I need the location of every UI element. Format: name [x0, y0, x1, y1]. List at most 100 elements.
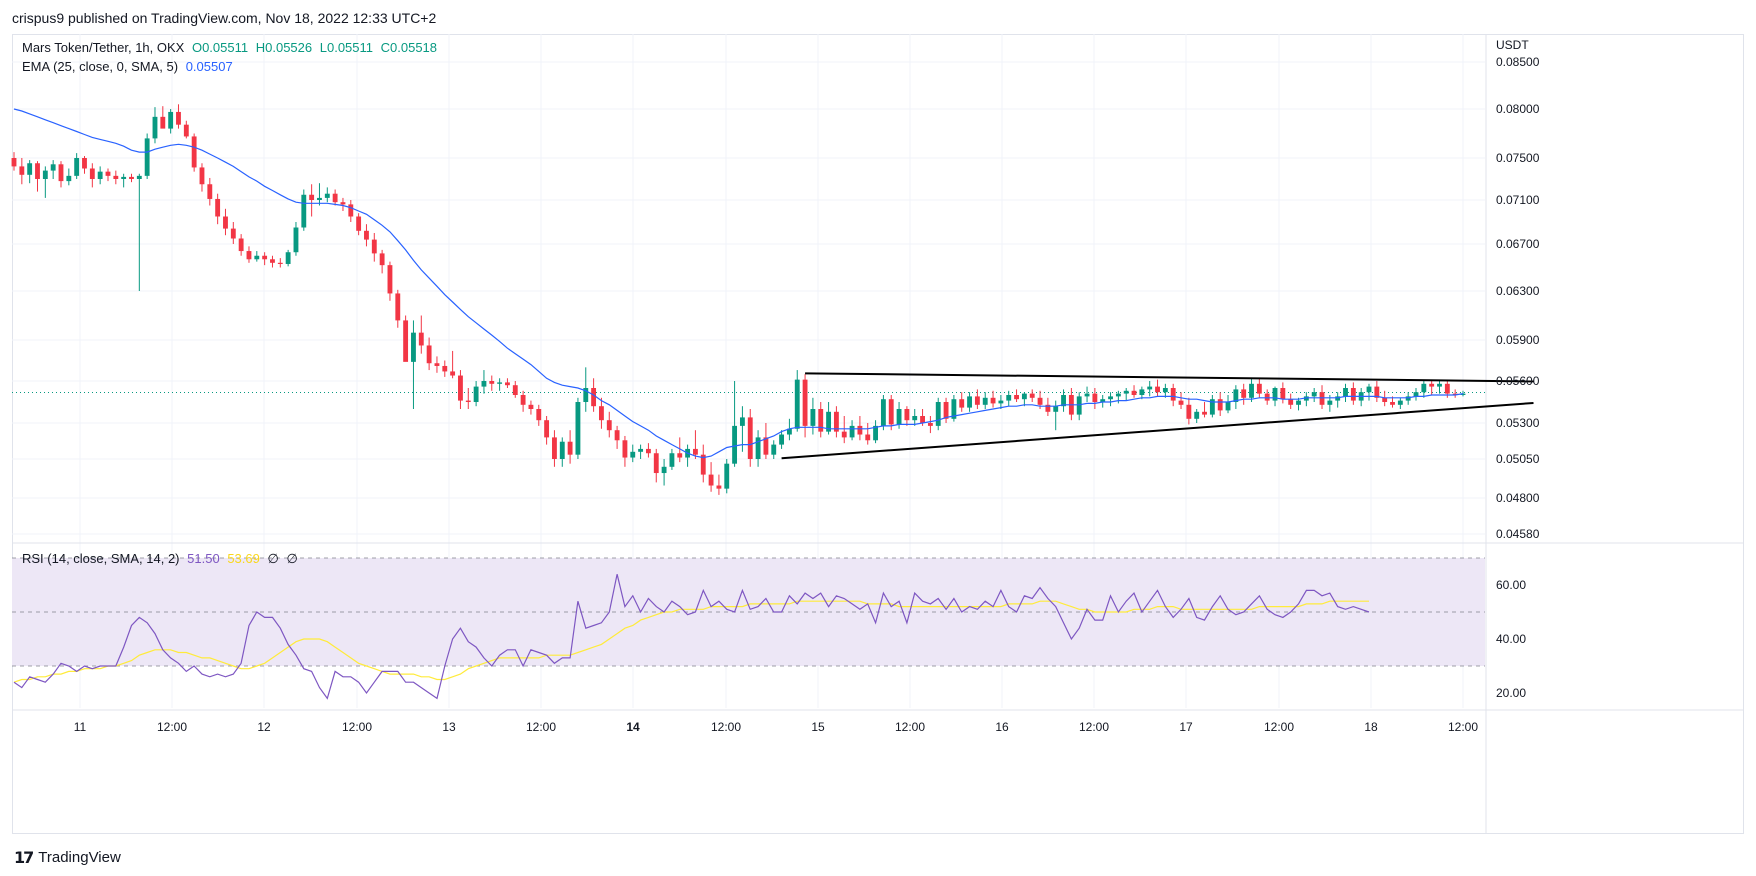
- candle: [771, 440, 777, 459]
- candle: [340, 197, 346, 211]
- candle-body: [943, 402, 949, 419]
- candle: [270, 255, 275, 268]
- candle-body: [1092, 393, 1098, 402]
- candle-body: [160, 116, 166, 129]
- candle: [1429, 379, 1435, 395]
- candle: [559, 437, 565, 467]
- candle-body: [810, 409, 816, 426]
- main-legend: Mars Token/Tether, 1h, OKX O0.05511 H0.0…: [22, 40, 441, 55]
- candle: [638, 444, 644, 459]
- candle: [583, 367, 589, 412]
- candles: [11, 104, 1466, 495]
- candle-body: [1256, 383, 1262, 394]
- candle-body: [786, 428, 792, 435]
- price-tick-label: 0.04580: [1496, 527, 1540, 541]
- candle-body: [1147, 386, 1153, 390]
- time-tick-label: 12:00: [1079, 720, 1109, 734]
- candle: [951, 395, 957, 422]
- candle-body: [536, 409, 542, 421]
- candle: [1264, 389, 1270, 405]
- candle: [332, 189, 338, 206]
- candle-body: [1303, 396, 1309, 401]
- candle-body: [489, 381, 495, 384]
- candle: [685, 444, 691, 467]
- candle: [1225, 395, 1231, 414]
- candle-body: [935, 402, 941, 426]
- candle: [379, 249, 385, 274]
- candle: [724, 459, 730, 494]
- candle-body: [1131, 390, 1137, 395]
- candle: [1029, 389, 1035, 402]
- candle-body: [1100, 399, 1106, 402]
- candle-body: [1178, 400, 1184, 405]
- candle: [371, 233, 377, 262]
- rsi-tick-label: 60.00: [1496, 578, 1526, 592]
- candle-body: [199, 167, 205, 185]
- candle-body: [528, 404, 534, 409]
- candle: [42, 166, 48, 198]
- candle-body: [599, 406, 604, 421]
- candle-body: [465, 400, 471, 402]
- candle: [1319, 385, 1325, 409]
- candle: [152, 107, 158, 144]
- candle-body: [1021, 393, 1027, 400]
- candle: [1131, 385, 1137, 398]
- candle-body: [512, 385, 518, 395]
- candle-body: [841, 431, 847, 438]
- candle-body: [1343, 388, 1348, 397]
- candle-body: [450, 371, 456, 376]
- candle-body: [1241, 389, 1247, 398]
- candle: [669, 448, 675, 470]
- candle-body: [818, 409, 824, 432]
- candle: [403, 315, 409, 362]
- candle-body: [967, 396, 972, 408]
- candle: [317, 183, 322, 206]
- candle-body: [638, 448, 644, 452]
- candle: [1068, 388, 1074, 421]
- chart-frame[interactable]: [12, 34, 1744, 834]
- candle-body: [426, 345, 432, 364]
- candle-body: [434, 363, 440, 366]
- candle: [1021, 392, 1027, 407]
- candle: [552, 430, 557, 467]
- candle: [1100, 395, 1106, 408]
- footer-brand[interactable]: 17 TradingView: [14, 848, 121, 867]
- candle: [1421, 381, 1427, 398]
- candle: [732, 381, 738, 467]
- candle: [285, 249, 291, 267]
- candle: [418, 315, 424, 354]
- candle-body: [1186, 404, 1192, 419]
- candle: [1366, 383, 1372, 401]
- candle: [97, 166, 103, 185]
- candle-body: [348, 204, 354, 217]
- candle-body: [58, 164, 64, 182]
- footer-brand-label: TradingView: [38, 849, 121, 866]
- candle-body: [1397, 400, 1403, 405]
- candle: [199, 163, 205, 192]
- candle: [489, 375, 495, 391]
- candle: [191, 133, 197, 172]
- time-tick-label: 15: [811, 720, 825, 734]
- candle-body: [301, 194, 307, 228]
- candle: [1084, 386, 1090, 402]
- candle: [277, 258, 283, 268]
- candle-body: [1452, 393, 1458, 395]
- candle: [857, 416, 863, 441]
- candle: [473, 381, 479, 407]
- candle: [1343, 383, 1348, 402]
- candle: [136, 173, 142, 291]
- candle-body: [1053, 406, 1059, 412]
- candle: [442, 360, 448, 377]
- candle-body: [826, 411, 832, 432]
- price-axis-unit: USDT: [1496, 38, 1529, 52]
- candle-body: [66, 175, 72, 182]
- candle: [1061, 389, 1066, 412]
- price-tick-label: 0.04800: [1496, 491, 1540, 505]
- tradingview-logo-icon: 17: [14, 848, 34, 867]
- candle-body: [904, 409, 910, 421]
- candle-body: [1429, 383, 1435, 387]
- candle: [599, 397, 604, 429]
- candle: [1280, 382, 1286, 404]
- candle-body: [1162, 388, 1168, 393]
